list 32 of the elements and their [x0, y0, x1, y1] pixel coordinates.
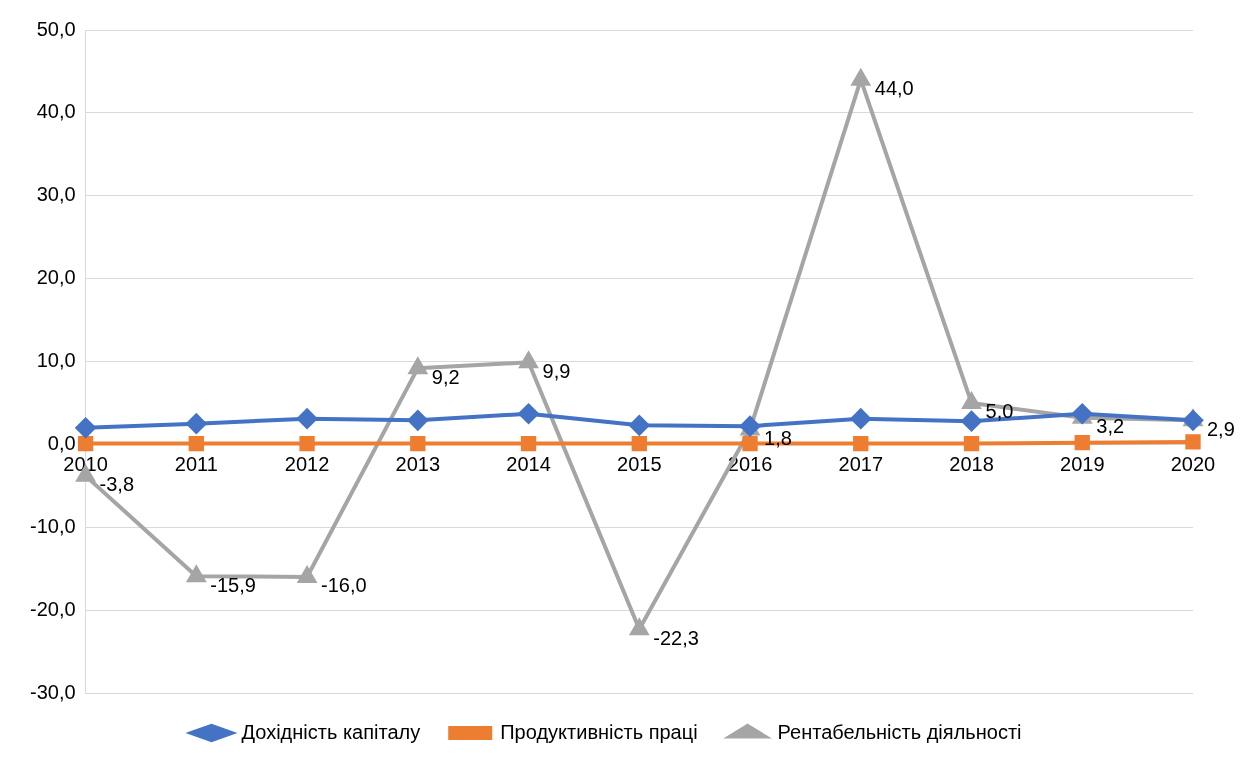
data-label: -15,9: [210, 573, 256, 596]
y-tick-label: 40,0: [36, 100, 76, 123]
data-label: 9,2: [431, 365, 460, 388]
x-tick-label: 2018: [949, 452, 994, 475]
x-tick-label: 2014: [506, 452, 551, 475]
data-label: 44,0: [874, 77, 914, 100]
data-label: -22,3: [653, 626, 699, 649]
y-tick-label: -10,0: [29, 514, 76, 537]
x-tick-label: 2012: [284, 452, 330, 475]
y-tick-label: -20,0: [29, 597, 76, 620]
legend-label: Дохідність капіталу: [241, 720, 421, 743]
y-tick-label: 50,0: [36, 17, 76, 40]
data-label: -3,8: [99, 473, 135, 496]
legend-label: Рентабельність діяльності: [777, 720, 1022, 743]
x-tick-label: 2020: [1170, 452, 1216, 475]
x-tick-label: 2019: [1060, 452, 1105, 475]
data-label: 5,0: [985, 400, 1014, 423]
x-tick-label: 2011: [174, 452, 218, 475]
y-tick-label: -30,0: [29, 680, 76, 703]
data-label: 3,2: [1096, 415, 1125, 438]
data-label: -16,0: [321, 574, 367, 597]
x-tick-label: 2010: [63, 452, 108, 475]
y-tick-label: 20,0: [36, 266, 76, 289]
data-label: 9,9: [542, 359, 571, 382]
y-tick-label: 30,0: [36, 183, 76, 206]
legend-label: Продуктивність праці: [500, 720, 698, 743]
y-tick-label: 10,0: [36, 349, 76, 372]
y-tick-label: 0,0: [47, 431, 76, 454]
x-tick-label: 2015: [617, 452, 662, 475]
data-label: 2,9: [1207, 417, 1235, 440]
x-tick-label: 2017: [838, 452, 884, 475]
x-tick-label: 2013: [395, 452, 441, 475]
